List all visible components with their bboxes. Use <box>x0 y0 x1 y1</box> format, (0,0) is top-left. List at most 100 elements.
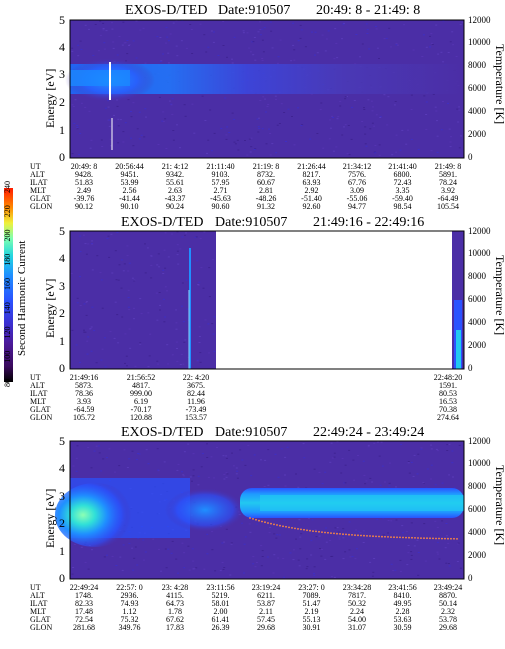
texture-speckle <box>160 570 163 572</box>
texture-speckle <box>449 141 452 143</box>
texture-speckle <box>139 343 142 345</box>
texture-speckle <box>435 448 438 450</box>
texture-speckle <box>183 104 186 106</box>
texture-speckle <box>334 28 337 30</box>
texture-speckle <box>77 55 80 57</box>
texture-speckle <box>199 352 202 354</box>
texture-speckle <box>112 41 115 43</box>
texture-speckle <box>183 567 186 569</box>
texture-speckle <box>359 56 361 58</box>
texture-speckle <box>447 102 449 104</box>
texture-speckle <box>352 459 355 461</box>
texture-speckle <box>162 53 164 55</box>
texture-speckle <box>314 54 316 56</box>
texture-speckle <box>297 559 300 561</box>
x-table-row-label: UT <box>30 583 41 592</box>
texture-speckle <box>292 44 295 46</box>
panel-2-date: Date:910507 <box>215 215 287 230</box>
texture-speckle <box>391 154 394 156</box>
texture-speckle <box>138 453 141 455</box>
texture-speckle <box>448 128 451 130</box>
texture-speckle <box>434 520 437 522</box>
texture-speckle <box>91 240 94 242</box>
texture-speckle <box>336 441 339 443</box>
texture-speckle <box>435 110 438 112</box>
panel-2-y2tick: 8000 <box>468 271 487 281</box>
trace-dot <box>354 534 356 536</box>
trace-dot <box>414 537 416 539</box>
texture-speckle <box>207 139 210 141</box>
texture-speckle <box>423 523 426 525</box>
trace-dot <box>255 518 257 521</box>
texture-speckle <box>378 144 381 146</box>
texture-speckle <box>297 40 300 42</box>
texture-speckle <box>369 128 372 130</box>
x-table-cell: 82.44 <box>187 389 205 398</box>
texture-speckle <box>184 115 187 117</box>
texture-speckle <box>420 448 423 450</box>
texture-speckle <box>126 365 128 367</box>
texture-speckle <box>388 485 391 487</box>
texture-speckle <box>339 105 342 107</box>
texture-speckle <box>365 480 368 482</box>
texture-speckle <box>180 353 183 355</box>
x-table-cell: -41.44 <box>119 194 140 203</box>
texture-speckle <box>101 146 104 147</box>
texture-speckle <box>167 256 170 258</box>
texture-speckle <box>348 449 351 451</box>
texture-speckle <box>222 569 225 570</box>
panel-3-title: EXOS-D/TED <box>121 425 203 440</box>
x-table-cell: 80.53 <box>439 389 457 398</box>
texture-speckle <box>213 132 216 134</box>
texture-speckle <box>302 443 305 445</box>
texture-speckle <box>275 98 277 100</box>
texture-speckle <box>105 30 108 32</box>
texture-speckle <box>126 245 129 247</box>
texture-speckle <box>182 474 185 476</box>
x-table-cell: 2.56 <box>123 186 137 195</box>
texture-speckle <box>311 31 313 33</box>
texture-speckle <box>313 566 316 568</box>
texture-speckle <box>346 153 349 155</box>
panel-3-y2tick: 0 <box>468 573 473 583</box>
texture-speckle <box>144 108 147 110</box>
texture-speckle <box>262 96 265 98</box>
panel-2-y2tick: 12000 <box>468 226 491 236</box>
texture-speckle <box>80 102 83 104</box>
x-table-cell: -73.49 <box>186 405 207 414</box>
texture-speckle <box>71 329 74 331</box>
x-table-cell: 23:19:24 <box>252 583 280 592</box>
texture-speckle <box>135 20 138 22</box>
x-table-cell: 2.81 <box>259 186 273 195</box>
x-table-cell: 2.63 <box>168 186 182 195</box>
texture-speckle <box>367 99 370 101</box>
panel-3-y2tick: 8000 <box>468 481 487 491</box>
texture-speckle <box>156 264 159 266</box>
trace-dot <box>288 526 290 529</box>
texture-speckle <box>212 31 215 33</box>
texture-speckle <box>136 564 139 566</box>
texture-speckle <box>451 462 454 464</box>
texture-speckle <box>196 359 199 361</box>
texture-speckle <box>344 98 347 100</box>
trace-dot <box>447 537 449 540</box>
x-table-cell: 3.09 <box>350 186 364 195</box>
texture-speckle <box>109 138 112 140</box>
texture-speckle <box>192 469 195 471</box>
x-table-cell: 23:11:56 <box>206 583 234 592</box>
panel-1-y2tick: 2000 <box>468 129 487 139</box>
texture-speckle <box>183 451 186 453</box>
trace-dot <box>270 522 272 525</box>
trace-dot <box>273 523 275 526</box>
texture-speckle <box>249 531 252 533</box>
x-table-cell: 53.63 <box>394 615 412 624</box>
texture-speckle <box>176 231 179 233</box>
texture-speckle <box>388 482 391 484</box>
texture-speckle <box>164 118 167 120</box>
texture-speckle <box>241 459 244 461</box>
texture-speckle <box>204 319 207 321</box>
texture-speckle <box>183 552 186 554</box>
panel-2-y2tick: 2000 <box>468 340 487 350</box>
texture-speckle <box>192 560 195 562</box>
texture-speckle <box>213 477 216 479</box>
